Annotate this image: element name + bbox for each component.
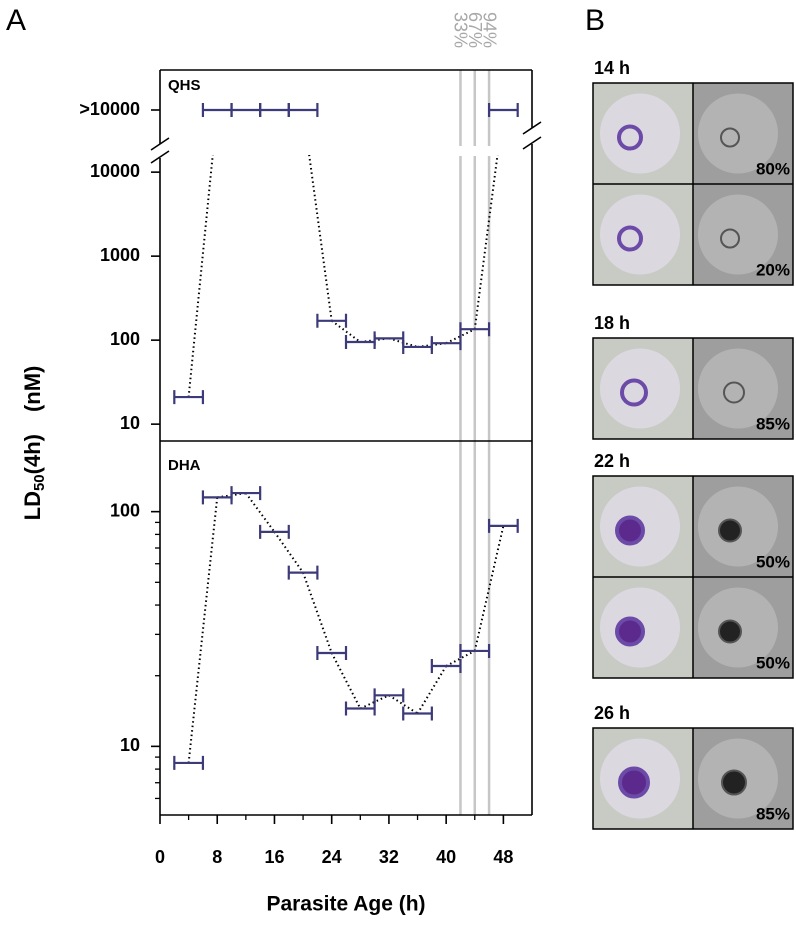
marker-label: 67%	[465, 12, 485, 48]
y-tick-label: 10	[120, 735, 140, 755]
parasite	[723, 381, 745, 404]
x-tick-label: 8	[212, 847, 222, 867]
error-bar	[459, 643, 491, 658]
percent-label: 50%	[756, 653, 790, 672]
error-bar	[287, 103, 319, 117]
connector-line	[416, 665, 448, 715]
x-tick-label: 40	[436, 847, 456, 867]
y-tick-label: 100	[110, 500, 140, 520]
time-label: 18 h	[594, 313, 630, 333]
parasite	[617, 225, 643, 252]
connector-line	[330, 652, 362, 709]
cell	[698, 348, 778, 429]
panel-letter: B	[585, 4, 605, 37]
y-tick-label: 10	[120, 413, 140, 433]
y-tick-label: 1000	[100, 245, 140, 265]
parasite	[615, 515, 645, 546]
error-bar	[173, 755, 205, 770]
y-tick-label: >10000	[79, 99, 140, 119]
panel-title: DHA	[168, 457, 201, 474]
error-bar	[259, 524, 290, 539]
error-bar	[230, 103, 262, 117]
x-axis-label: Parasite Age (h)	[266, 893, 425, 916]
error-bar	[430, 336, 462, 351]
error-bar	[201, 103, 233, 117]
error-bar	[402, 339, 433, 354]
axis-break	[522, 136, 542, 150]
percent-label: 50%	[756, 552, 790, 571]
x-tick-label: 24	[322, 847, 342, 867]
x-tick-label: 16	[264, 847, 284, 867]
y-axis-label: LD50(4h) (nM)	[20, 366, 48, 521]
connector-line	[445, 328, 476, 345]
error-bar	[316, 645, 348, 660]
time-label: 26 h	[594, 703, 630, 723]
connector-layer	[187, 155, 499, 398]
axes-frame	[150, 69, 542, 816]
error-bar	[344, 701, 376, 716]
error-bar	[487, 518, 519, 533]
error-bar	[316, 313, 348, 328]
percent-label: 85%	[756, 804, 790, 823]
connector-line	[187, 155, 214, 398]
x-tick-label: 0	[155, 847, 165, 867]
connector-line	[308, 155, 333, 321]
axis-break	[522, 121, 542, 135]
axis-break	[150, 150, 170, 164]
y-label-sub: 50	[31, 474, 48, 491]
error-bar	[344, 335, 376, 350]
marker-label: 33%	[451, 12, 471, 48]
error-bar	[373, 331, 405, 346]
percent-label: 85%	[756, 414, 790, 433]
error-bar	[230, 486, 262, 501]
parasite	[718, 619, 742, 644]
axis-break	[150, 137, 170, 151]
error-bar	[173, 390, 205, 405]
error-bar	[402, 706, 433, 721]
x-tick-label: 48	[493, 847, 513, 867]
cell	[600, 348, 680, 429]
error-bar	[259, 103, 290, 117]
panel-title: QHS	[168, 77, 201, 94]
connector-line	[388, 694, 419, 715]
parasite	[618, 766, 650, 799]
y-tick-label: 100	[110, 329, 140, 349]
error-bar	[459, 322, 491, 337]
error-bar	[487, 103, 519, 117]
percent-label: 80%	[756, 159, 790, 178]
parasite	[721, 769, 747, 796]
marker-layer	[459, 70, 491, 815]
connector-line	[273, 531, 304, 574]
y-label-paren: (4h)	[20, 434, 45, 474]
parasite	[718, 518, 742, 543]
error-bar	[373, 688, 405, 703]
connector-line	[302, 572, 333, 654]
error-bar	[430, 658, 462, 673]
connector-layer	[187, 492, 505, 764]
parasite	[617, 124, 643, 151]
error-bar	[287, 565, 319, 580]
connector-line	[359, 694, 390, 710]
panel-letter: A	[6, 4, 26, 37]
parasite	[720, 228, 740, 249]
y-label-main: LD	[20, 491, 45, 520]
connector-line	[445, 650, 476, 667]
marker-label: 94%	[479, 12, 499, 48]
connector-line	[187, 497, 219, 764]
time-label: 22 h	[594, 451, 630, 471]
percent-label: 20%	[756, 260, 790, 279]
y-label-unit: (nM)	[20, 366, 45, 412]
time-label: 14 h	[594, 58, 630, 78]
parasite	[620, 378, 648, 407]
y-tick-label: 10000	[90, 161, 140, 181]
x-tick-label: 32	[379, 847, 399, 867]
connector-line	[331, 319, 361, 343]
parasite	[615, 616, 645, 647]
connector-line	[473, 155, 499, 330]
parasite	[720, 127, 740, 148]
connector-line	[473, 525, 505, 652]
